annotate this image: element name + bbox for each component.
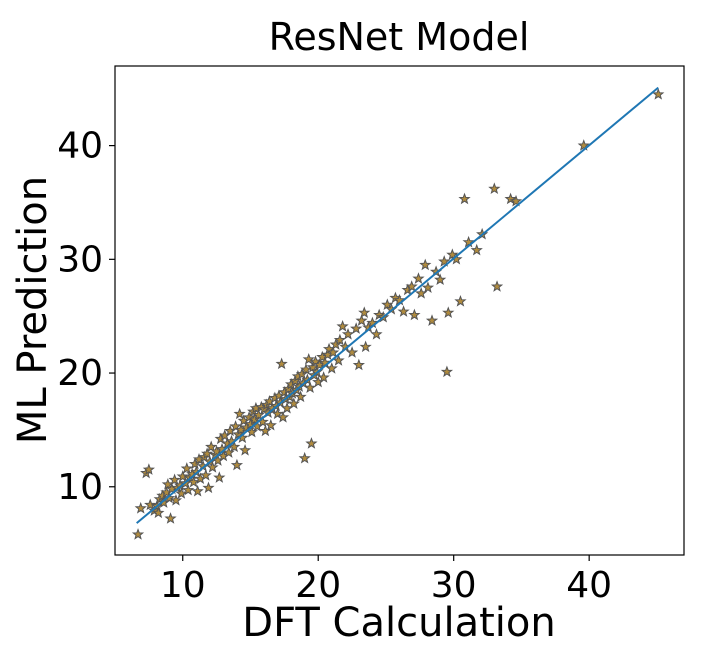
y-axis-label: ML Prediction	[10, 176, 56, 444]
chart-title: ResNet Model	[269, 15, 530, 59]
x-axis-label: DFT Calculation	[242, 600, 555, 646]
x-tick-label: 40	[566, 565, 612, 606]
y-tick-label: 10	[57, 467, 103, 508]
y-tick-label: 30	[57, 239, 103, 280]
y-tick-label: 40	[57, 126, 103, 167]
y-tick-label: 20	[57, 353, 103, 394]
x-tick-label: 10	[160, 565, 206, 606]
